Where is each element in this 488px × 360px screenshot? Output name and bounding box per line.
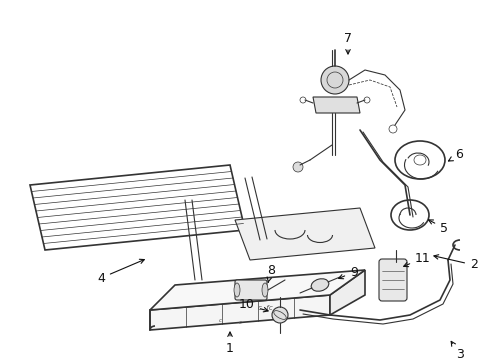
Text: 2: 2 — [433, 255, 477, 271]
Text: c: c — [218, 318, 221, 323]
FancyBboxPatch shape — [378, 259, 406, 301]
Polygon shape — [312, 97, 359, 113]
Text: c: c — [238, 320, 241, 325]
Circle shape — [271, 307, 287, 323]
Text: 1: 1 — [225, 332, 233, 355]
Text: c  fc: c fc — [257, 305, 272, 311]
Text: 6: 6 — [447, 148, 462, 162]
Ellipse shape — [310, 279, 328, 291]
Polygon shape — [329, 270, 364, 315]
Text: 11: 11 — [403, 252, 430, 267]
Ellipse shape — [234, 283, 240, 297]
Text: 7: 7 — [343, 31, 351, 54]
FancyBboxPatch shape — [235, 280, 266, 300]
Circle shape — [320, 66, 348, 94]
Polygon shape — [150, 295, 329, 330]
Polygon shape — [235, 208, 374, 260]
Text: 10: 10 — [239, 298, 267, 312]
Text: 8: 8 — [266, 264, 274, 282]
Polygon shape — [150, 270, 364, 310]
Text: 9: 9 — [338, 266, 357, 279]
Text: 4: 4 — [97, 259, 144, 284]
Text: 3: 3 — [450, 341, 463, 360]
Circle shape — [292, 162, 303, 172]
Text: 5: 5 — [427, 220, 447, 234]
Ellipse shape — [262, 283, 267, 297]
